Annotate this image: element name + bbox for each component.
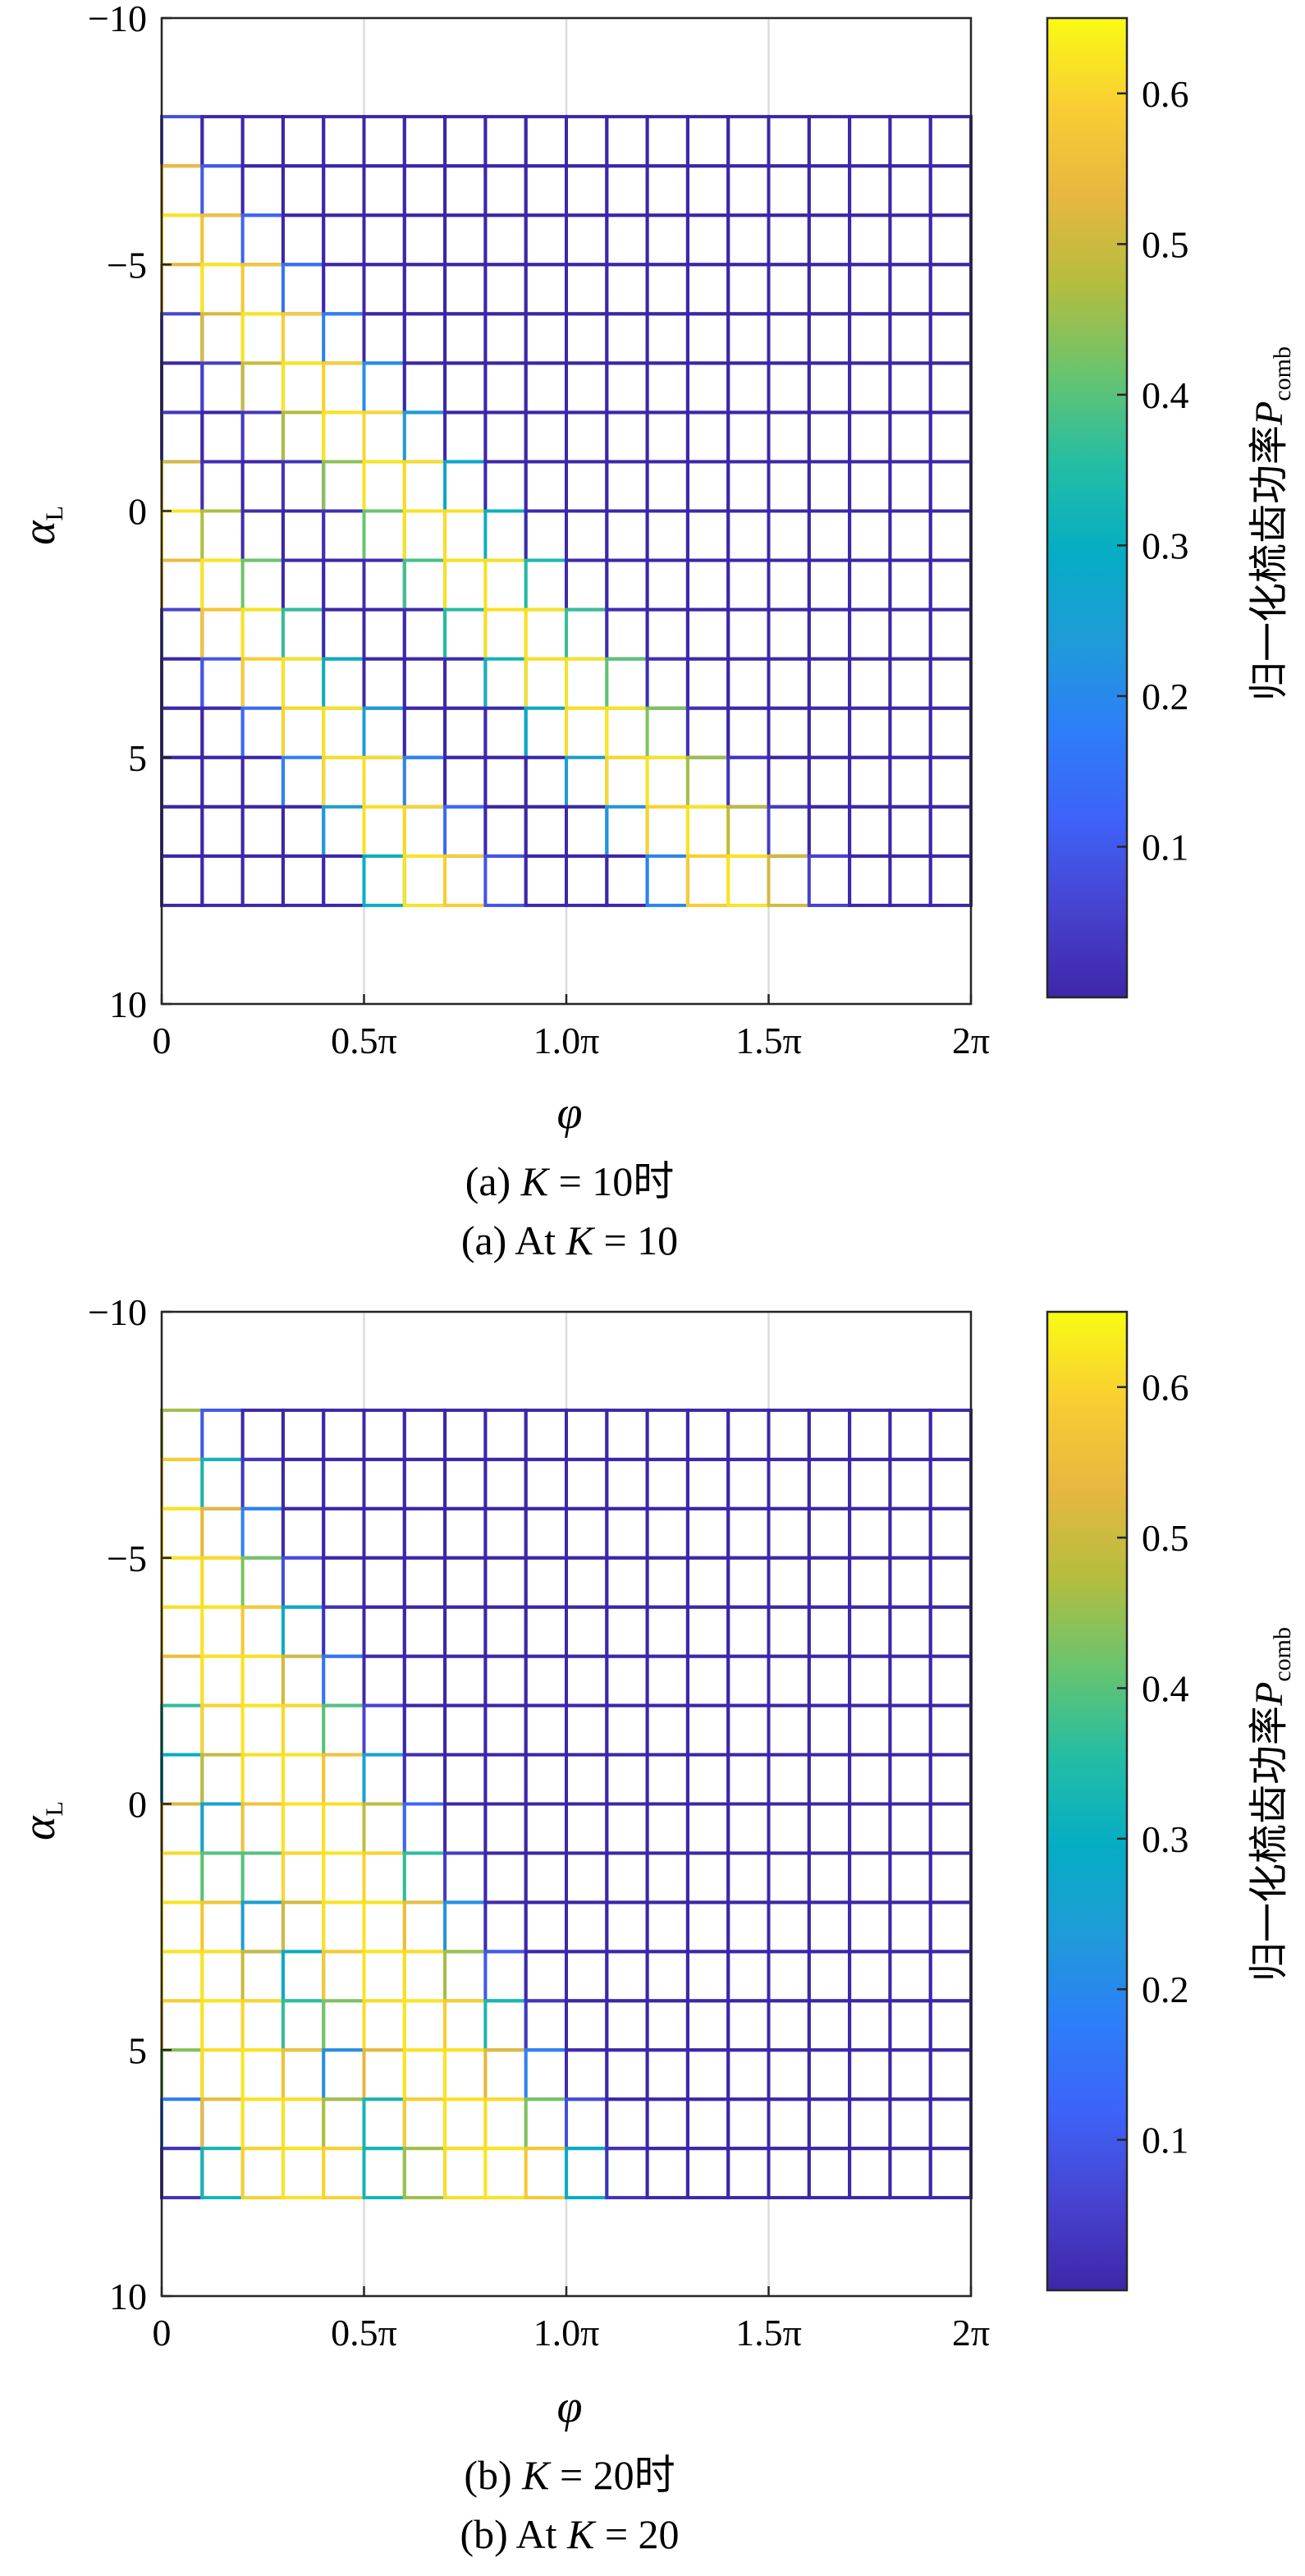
colorbar-a: 0.1 0.2 0.3 0.4 0.5 0.6 bbox=[1046, 16, 1189, 999]
colorbar-label-b: 归一化梳齿功率Pcomb bbox=[1248, 1627, 1296, 1982]
colorbar-tick-label: 0.5 bbox=[1142, 1517, 1189, 1559]
y-tick-label: −10 bbox=[88, 1291, 147, 1333]
x-tick-label: 0.5π bbox=[331, 1020, 397, 1061]
colorbar-tick-label: 0.4 bbox=[1142, 1667, 1189, 1709]
heatmap-cells bbox=[160, 115, 973, 907]
caption-cn-a: (a) K = 10时 bbox=[465, 1158, 675, 1204]
colorbar-tick-label: 0.6 bbox=[1142, 73, 1189, 115]
y-tick-label: 10 bbox=[109, 2276, 147, 2317]
y-tick-label: 0 bbox=[128, 491, 147, 533]
y-tick-label: −5 bbox=[107, 1538, 147, 1579]
x-tick-label: 1.0π bbox=[533, 1020, 600, 1061]
colorbar-tick-label: 0.1 bbox=[1142, 2120, 1189, 2161]
caption-en-a: (a) At K = 10 bbox=[461, 1217, 678, 1263]
colorbar-gradient bbox=[1046, 16, 1129, 999]
x-tick-label: 0 bbox=[153, 1020, 172, 1061]
colorbar-tick-label: 0.2 bbox=[1142, 676, 1189, 717]
colorbar-label-a: 归一化梳齿功率Pcomb bbox=[1248, 346, 1296, 701]
x-tick-label: 0 bbox=[153, 2312, 172, 2354]
y-tick-label: −10 bbox=[88, 0, 147, 39]
y-tick-label: 5 bbox=[128, 2029, 147, 2071]
colorbar-gradient bbox=[1046, 1310, 1129, 2292]
y-tick-label: 5 bbox=[128, 737, 147, 779]
y-axis-label-b: αL bbox=[14, 1801, 68, 1840]
x-tick-label: 1.0π bbox=[533, 2312, 600, 2354]
x-axis-label-a: φ bbox=[557, 1088, 583, 1139]
colorbar-tick-label: 0.6 bbox=[1142, 1367, 1189, 1409]
plot-area-b: 0 0.5π 1.0π 1.5π 2π −10 −5 0 5 10 bbox=[88, 1291, 990, 2354]
x-tick-label: 1.5π bbox=[735, 1020, 802, 1061]
colorbar-tick-label: 0.3 bbox=[1142, 1818, 1189, 1860]
colorbar-tick-label: 0.5 bbox=[1142, 223, 1189, 265]
x-tick-label: 2π bbox=[952, 2312, 990, 2354]
y-tick-label: −5 bbox=[107, 244, 147, 286]
x-axis-label-b: φ bbox=[557, 2381, 583, 2432]
x-tick-label: 0.5π bbox=[331, 2312, 397, 2354]
svg-text:αL: αL bbox=[14, 1801, 68, 1840]
colorbar-tick-label: 0.1 bbox=[1142, 826, 1189, 868]
x-tick-label: 2π bbox=[952, 1020, 990, 1061]
colorbar-tick-label: 0.4 bbox=[1142, 374, 1189, 416]
colorbar-tick-label: 0.3 bbox=[1142, 525, 1189, 566]
heatmap-panel-a: 0 0.5π 1.0π 1.5π 2π −10 −5 0 5 10 αL φ (a) K = 10… bbox=[14, 0, 1296, 1263]
caption-en-b: (b) At K = 20 bbox=[460, 2511, 679, 2557]
x-tick-label: 1.5π bbox=[735, 2312, 802, 2354]
heatmap-panel-b: 0 0.5π 1.0π 1.5π 2π −10 −5 0 5 10 αL φ (b) K = 20… bbox=[14, 1291, 1296, 2557]
y-tick-label: 10 bbox=[109, 983, 147, 1025]
caption-cn-b: (b) K = 20时 bbox=[464, 2452, 675, 2498]
y-tick-label: 0 bbox=[128, 1784, 147, 1826]
colorbar-tick-label: 0.2 bbox=[1142, 1969, 1189, 2010]
colorbar-b: 0.1 0.2 0.3 0.4 0.5 0.6 bbox=[1046, 1310, 1189, 2292]
svg-text:αL: αL bbox=[14, 506, 68, 545]
plot-area-a: 0 0.5π 1.0π 1.5π 2π −10 −5 0 5 10 bbox=[88, 0, 990, 1061]
y-axis-label-a: αL bbox=[14, 506, 68, 545]
heatmap-cells bbox=[160, 1408, 973, 2200]
